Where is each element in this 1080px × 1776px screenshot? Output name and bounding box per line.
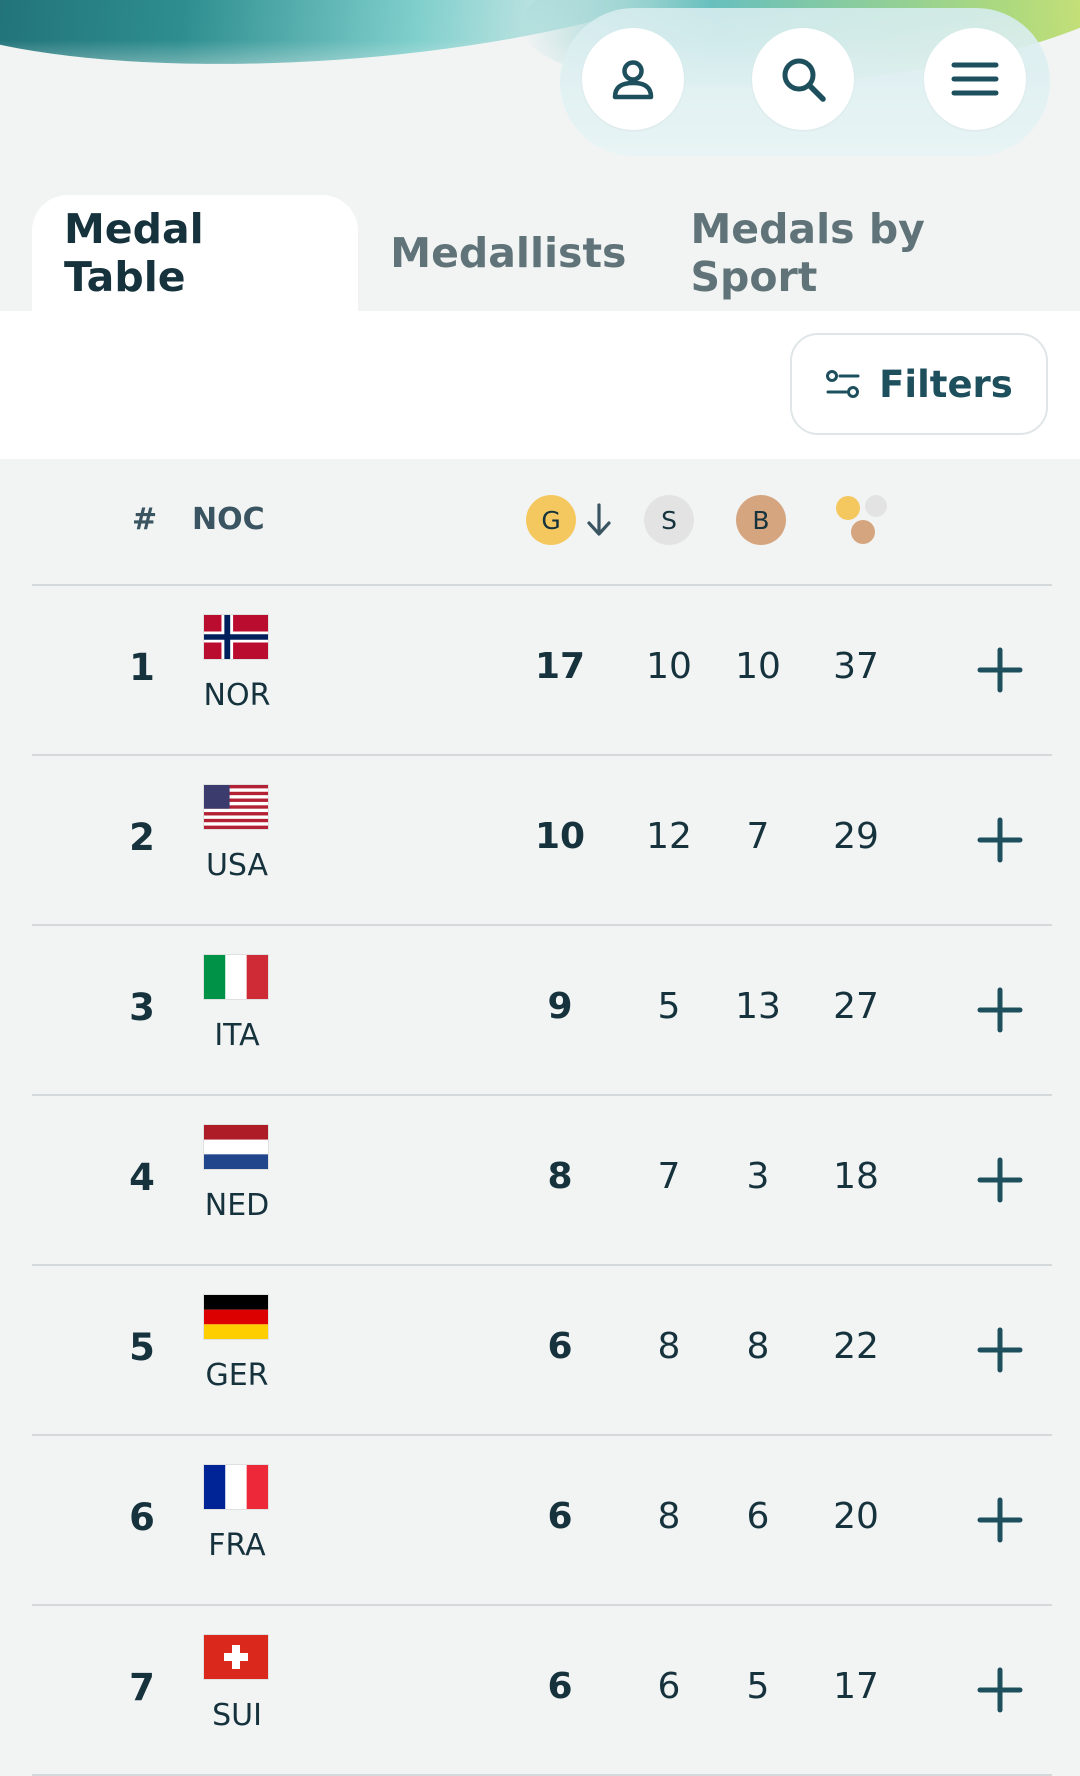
plus-icon[interactable] (972, 642, 1028, 698)
silver-count: 8 (657, 1496, 681, 1537)
tab-bar: Medal Table Medallists Medals by Sport (32, 195, 1080, 311)
rank-cell: 4 (129, 1156, 155, 1199)
user-icon (612, 60, 654, 100)
total-count: 18 (833, 1156, 879, 1197)
table-row[interactable]: 3 ITA 9 5 13 27 (32, 926, 1052, 1096)
noc-cell: FRA (208, 1528, 266, 1563)
bronze-count: 7 (746, 816, 770, 857)
search-icon (782, 58, 826, 102)
silver-count: 5 (657, 986, 681, 1027)
total-count: 22 (833, 1326, 879, 1367)
total-count: 29 (833, 816, 879, 857)
total-medals-icon[interactable] (832, 492, 890, 548)
table-row[interactable]: 5 GER 6 8 8 22 (32, 1266, 1052, 1436)
noc-cell: SUI (212, 1698, 262, 1733)
flag-switzerland-icon (204, 1635, 268, 1679)
table-header: # NOC G S B (32, 490, 1052, 585)
rank-cell: 1 (129, 646, 155, 689)
filters-label: Filters (879, 362, 1013, 406)
gold-header[interactable]: G (526, 495, 576, 545)
bronze-header[interactable]: B (736, 495, 786, 545)
silver-count: 7 (657, 1156, 681, 1197)
noc-cell: NOR (203, 678, 271, 713)
rank-cell: 6 (129, 1496, 155, 1539)
rank-cell: 7 (129, 1666, 155, 1709)
arrow-down-icon (587, 503, 611, 536)
noc-header[interactable]: NOC (192, 502, 265, 537)
tab-medallists[interactable]: Medallists (358, 195, 658, 311)
medal-table: 1 NOR 17 10 10 37 2 USA 10 (32, 586, 1052, 1776)
gold-count: 8 (547, 1156, 573, 1197)
header-divider (32, 584, 1052, 586)
noc-cell: GER (205, 1358, 269, 1393)
filters-button[interactable]: Filters (790, 333, 1048, 435)
search-button[interactable] (752, 28, 854, 130)
flag-italy-icon (204, 955, 268, 999)
noc-cell: NED (204, 1188, 270, 1223)
tab-medal-table[interactable]: Medal Table (32, 195, 359, 311)
noc-cell: ITA (214, 1018, 260, 1053)
total-count: 37 (833, 646, 879, 687)
noc-cell: USA (205, 848, 269, 883)
bronze-count: 6 (746, 1496, 770, 1537)
silver-count: 12 (646, 816, 692, 857)
total-count: 27 (833, 986, 879, 1027)
tab-label: Medal Table (64, 205, 204, 301)
filter-sliders-icon (826, 370, 860, 398)
flag-norway-icon (204, 615, 268, 659)
gold-count: 6 (547, 1496, 573, 1537)
gold-count: 17 (534, 646, 586, 687)
total-count: 20 (833, 1496, 879, 1537)
menu-icon (951, 62, 999, 96)
tab-label: Medallists (390, 229, 627, 277)
rank-cell: 3 (129, 986, 155, 1029)
gold-count: 9 (547, 986, 573, 1027)
bronze-count: 13 (735, 986, 781, 1027)
gold-count: 6 (547, 1666, 573, 1707)
table-row[interactable]: 2 USA 10 12 7 29 (32, 756, 1052, 926)
bronze-count: 10 (735, 646, 781, 687)
gold-count: 6 (547, 1326, 573, 1367)
table-row[interactable]: 4 NED 8 7 3 18 (32, 1096, 1052, 1266)
tab-medals-by-sport[interactable]: Medals by Sport (658, 195, 1080, 311)
plus-icon[interactable] (972, 1492, 1028, 1548)
flag-germany-icon (204, 1295, 268, 1339)
menu-button[interactable] (924, 28, 1026, 130)
flag-france-icon (204, 1465, 268, 1509)
silver-count: 10 (646, 646, 692, 687)
gold-count: 10 (534, 816, 586, 857)
table-row[interactable]: 6 FRA 6 8 6 20 (32, 1436, 1052, 1606)
table-row[interactable]: 1 NOR 17 10 10 37 (32, 586, 1052, 756)
plus-icon[interactable] (972, 812, 1028, 868)
rank-cell: 2 (129, 816, 155, 859)
table-row[interactable]: 7 SUI 6 6 5 17 (32, 1606, 1052, 1776)
profile-button[interactable] (582, 28, 684, 130)
plus-icon[interactable] (972, 982, 1028, 1038)
flag-usa-icon (204, 785, 268, 829)
bronze-count: 3 (746, 1156, 770, 1197)
rank-cell: 5 (129, 1326, 155, 1369)
bronze-count: 5 (746, 1666, 770, 1707)
tab-label: Medals by Sport (690, 205, 925, 301)
total-count: 17 (833, 1666, 879, 1707)
plus-icon[interactable] (972, 1152, 1028, 1208)
bronze-count: 8 (746, 1326, 770, 1367)
plus-icon[interactable] (972, 1322, 1028, 1378)
plus-icon[interactable] (972, 1662, 1028, 1718)
silver-count: 8 (657, 1326, 681, 1367)
silver-count: 6 (657, 1666, 681, 1707)
rank-header[interactable]: # (132, 502, 158, 537)
silver-header[interactable]: S (644, 495, 694, 545)
flag-netherlands-icon (204, 1125, 268, 1169)
